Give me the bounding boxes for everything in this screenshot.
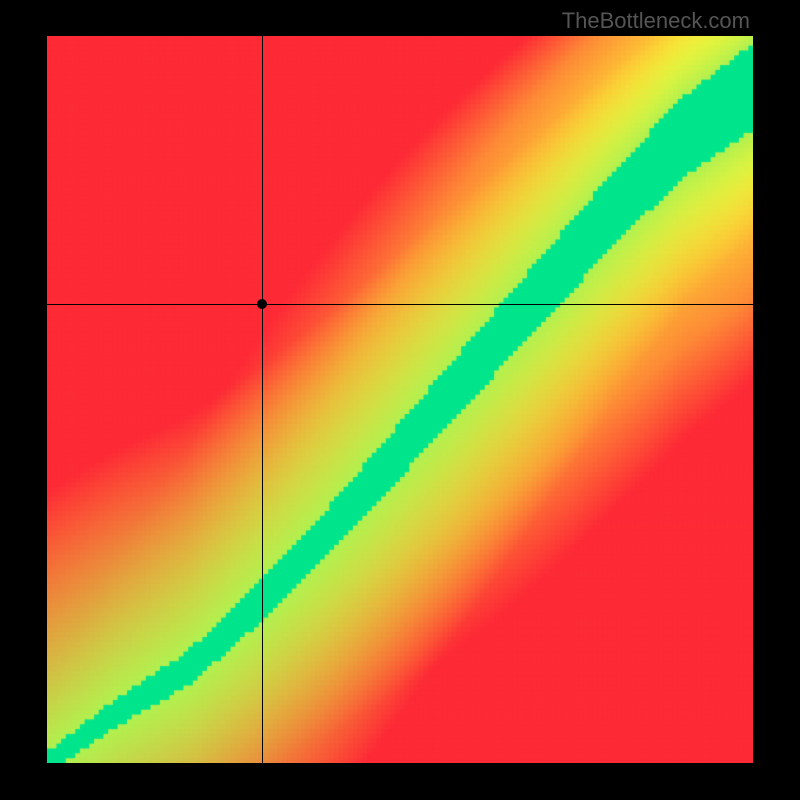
watermark-text: TheBottleneck.com [562, 8, 750, 34]
heatmap-canvas [47, 36, 753, 763]
crosshair-marker [257, 299, 267, 309]
plot-area [47, 36, 753, 763]
crosshair-horizontal [47, 304, 753, 305]
crosshair-vertical [262, 36, 263, 763]
